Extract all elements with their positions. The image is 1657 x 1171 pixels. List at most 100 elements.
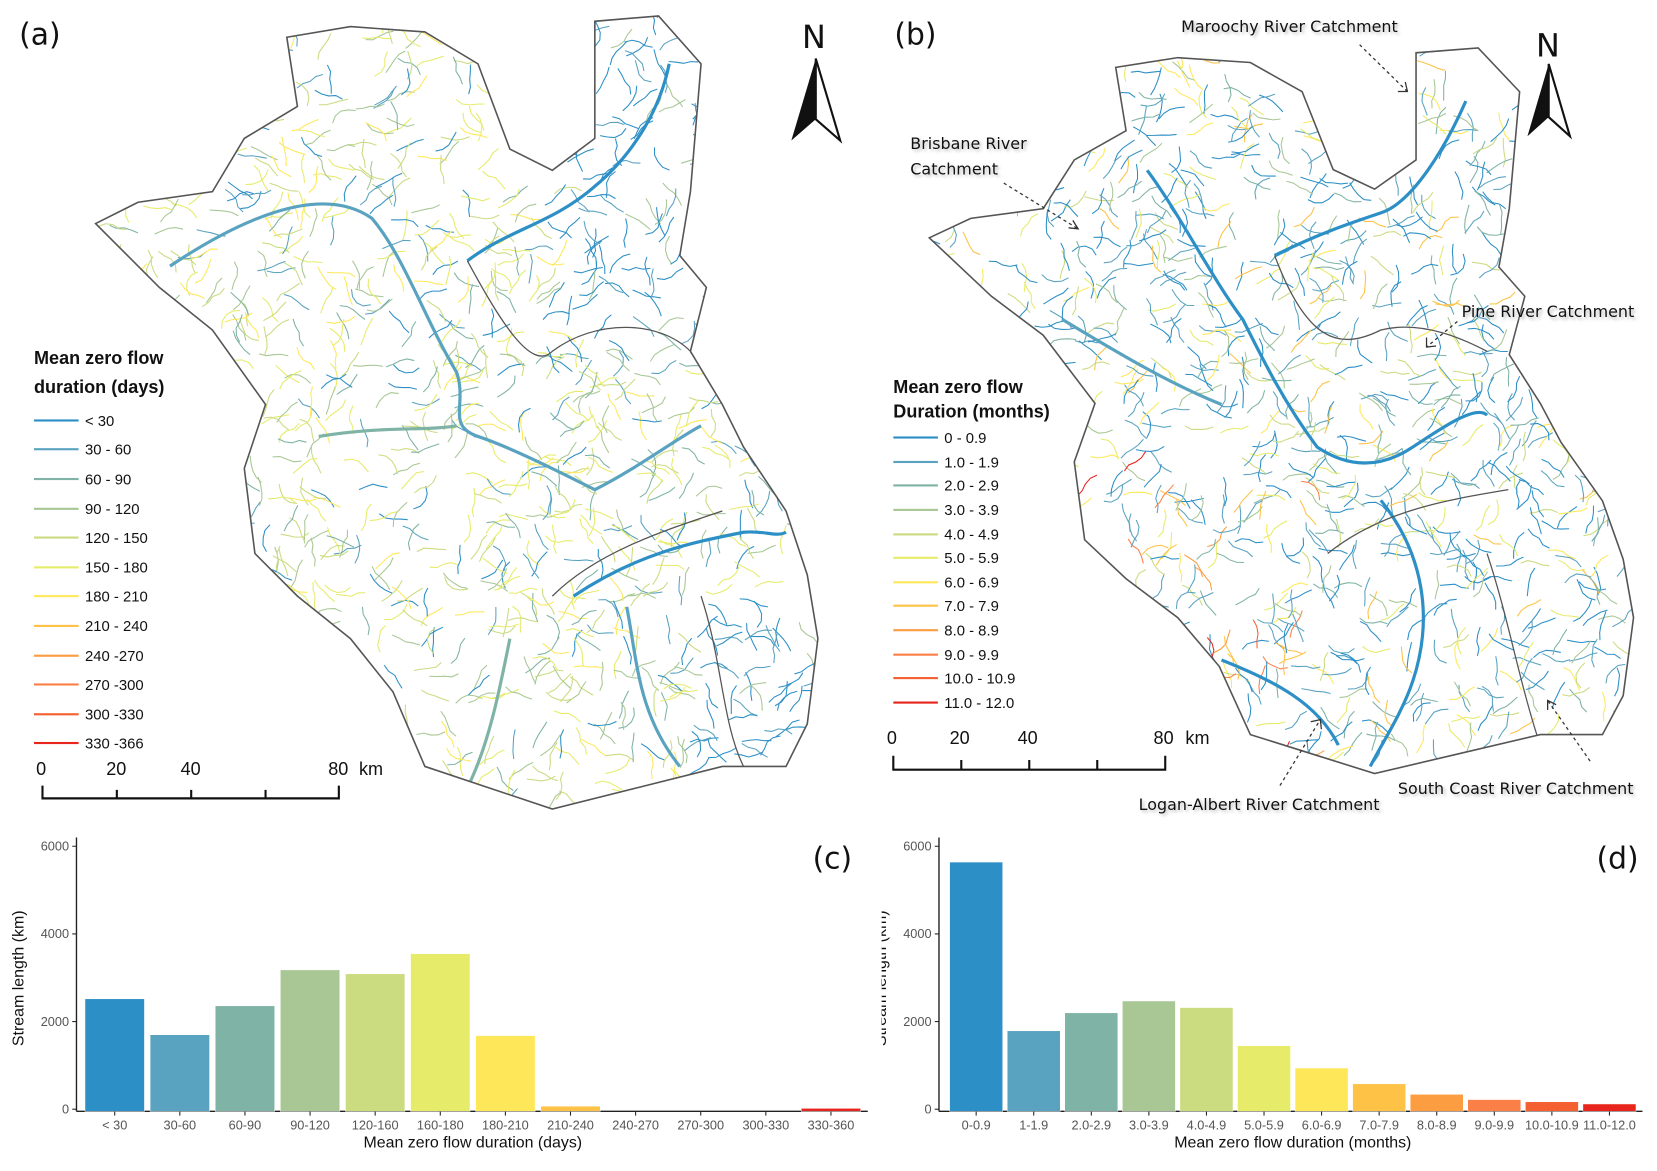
stream-segment [1397,359,1422,377]
stream-segment [1099,194,1119,218]
stream-segment [475,112,483,142]
stream-segment [1417,112,1447,125]
stream-segment [553,710,581,723]
stream-segment [705,538,712,568]
stream-segment [1118,156,1130,184]
stream-segment [1450,608,1459,638]
stream-segment [1339,259,1355,284]
stream-segment [1323,667,1352,676]
stream-segment [695,485,723,497]
stream-segment [660,686,686,702]
stream-segment [497,188,520,209]
stream-segment [1262,656,1288,670]
stream-segment [319,620,341,642]
main-river [625,606,682,768]
stream-segment [297,398,321,419]
stream-segment [1171,288,1195,307]
stream-segment [1086,424,1113,434]
stream-segment [1184,425,1214,430]
stream-segment [1256,494,1286,501]
legend-a: Mean zero flow duration (days) < 30 30 - … [33,344,164,758]
stream-segment [1102,155,1122,179]
stream-segment [1050,199,1071,222]
stream-segment [442,340,458,367]
stream-segment [545,535,573,544]
stream-segment [482,170,506,190]
stream-segment [1487,499,1499,526]
stream-segment [1203,282,1214,311]
legend-b: Mean zero flow Duration (months) 0 - 0.9… [893,375,1050,715]
stream-segment [1466,112,1474,142]
stream-segment [520,411,525,441]
stream-segment [1486,158,1513,174]
stream-segment [1469,140,1486,167]
legend-a-item: < 30 [33,406,164,435]
stream-segment [657,544,683,554]
stream-segment [1471,261,1500,271]
stream-segment [1599,611,1607,641]
stream-segment [450,386,479,398]
stream-segment [1595,584,1618,605]
stream-segment [700,529,707,559]
stream-segment [681,447,705,465]
stream-segment [329,327,346,352]
stream-segment [708,747,737,759]
stream-segment [1123,451,1147,472]
stream-segment [1272,430,1299,443]
stream-segment [571,629,583,657]
stream-segment [507,769,516,799]
stream-segment [1416,725,1426,754]
stream-segment [263,416,289,431]
stream-segment [545,356,565,380]
stream-segment [1127,538,1144,564]
stream-segment [476,692,506,700]
stream-segment [526,775,556,782]
stream-segment [1216,385,1227,413]
stream-segment [419,288,448,299]
stream-segment [1531,490,1545,518]
stream-segment [232,314,247,341]
stream-segment [536,281,561,300]
stream-segment [636,472,664,483]
stream-segment [441,319,462,342]
stream-segment [1098,207,1120,230]
stream-segment [1308,529,1329,553]
stream-segment [1155,544,1177,566]
stream-segment [1252,112,1281,121]
x-tick-label: 300-330 [742,1117,789,1132]
stream-segment [417,155,447,161]
stream-segment [634,585,663,594]
stream-segment [502,185,528,203]
panel-label-b: (b) [894,17,937,53]
stream-segment [589,491,596,521]
x-tick-label: 90-120 [290,1117,330,1132]
stream-segment [1407,618,1426,641]
stream-segment [1516,485,1533,510]
stream-segment [747,544,776,554]
stream-segment [598,275,624,294]
stream-segment [1223,636,1235,665]
stream-segment [553,499,576,516]
stream-segment [1380,603,1405,621]
stream-segment [158,250,177,273]
stream-segment [1404,498,1411,527]
y-axis-title: Stream length (km) [882,910,890,1046]
annotation-maroochy: Maroochy River Catchment [1181,17,1398,37]
stream-segment [377,250,406,260]
stream-segment [447,751,473,766]
stream-segment [1123,379,1139,404]
stream-segment [588,456,614,473]
stream-segment [566,295,573,326]
stream-segment [789,685,803,713]
main-river [318,424,458,439]
scale-a-tick-0: 0 [36,758,47,780]
stream-segment [1372,397,1396,417]
stream-segment [772,633,778,664]
stream-segment [1415,692,1425,722]
stream-segment [1359,270,1367,300]
stream-segment [627,592,656,599]
stream-segment [268,496,297,504]
stream-segment [520,466,547,479]
legend-a-item: 210 - 240 [33,611,164,640]
x-tick-label: 0-0.9 [962,1117,991,1132]
